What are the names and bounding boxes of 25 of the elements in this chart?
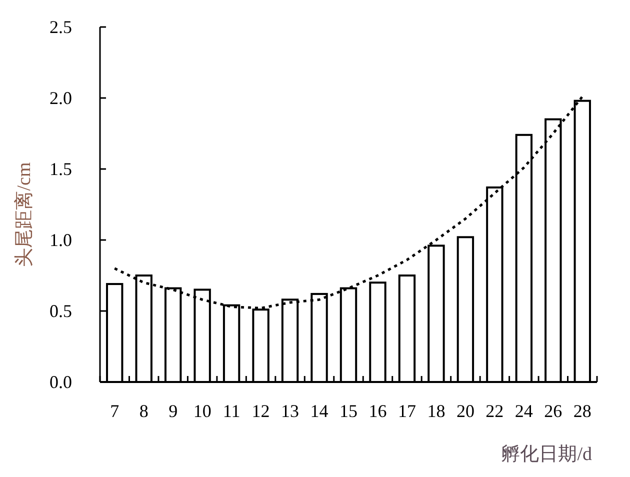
- x-tick-label: 13: [281, 401, 300, 421]
- x-tick-label: 10: [193, 401, 212, 421]
- x-tick-label: 7: [110, 401, 120, 421]
- x-axis-title: 孵化日期/d: [501, 444, 592, 465]
- x-tick-label: 14: [310, 401, 328, 421]
- y-tick-label: 0.5: [50, 301, 72, 321]
- x-tick-label: 15: [340, 401, 358, 421]
- x-tick-label: 8: [139, 401, 148, 421]
- y-tick-label: 2.5: [50, 17, 72, 37]
- x-tick-label: 20: [456, 401, 474, 421]
- y-tick-label: 1.5: [50, 159, 72, 179]
- x-tick-label: 17: [398, 401, 416, 421]
- x-tick-label: 26: [544, 401, 562, 421]
- x-tick-label: 28: [573, 401, 592, 421]
- y-tick-label: 1.0: [50, 230, 72, 250]
- x-tick-label: 12: [252, 401, 270, 421]
- x-tick-label: 11: [222, 401, 240, 421]
- y-tick-label: 2.0: [50, 88, 72, 108]
- x-tick-label: 16: [368, 401, 387, 421]
- y-axis-title: 头尾距离/cm: [13, 162, 35, 267]
- x-tick-label: 18: [427, 401, 446, 421]
- x-tick-label: 9: [168, 401, 178, 421]
- x-tick-label: 24: [514, 401, 533, 421]
- y-tick-label: 0.0: [50, 372, 72, 392]
- x-tick-label: 22: [486, 401, 504, 421]
